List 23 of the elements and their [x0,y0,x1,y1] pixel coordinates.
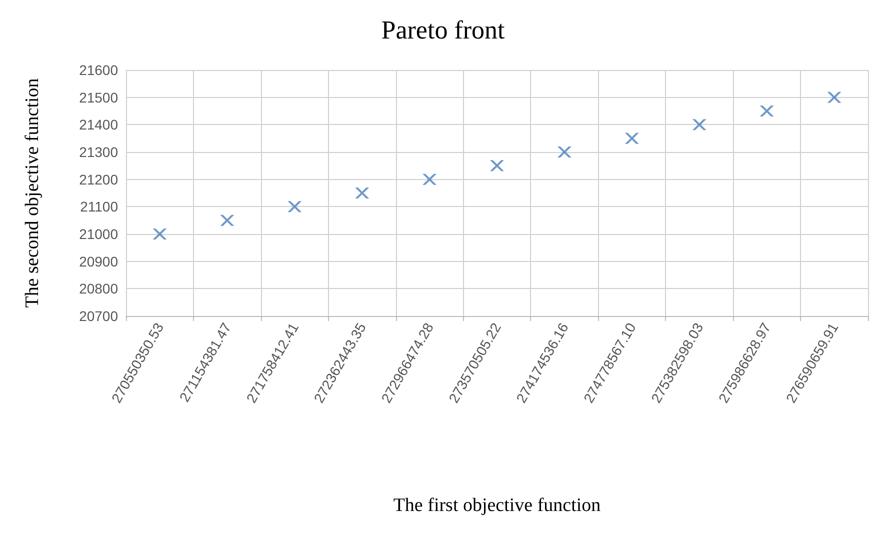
point [152,228,167,240]
point [827,92,842,103]
y-tick-label: 21100 [80,198,118,215]
point [355,188,370,198]
point [490,160,504,172]
point [220,214,234,226]
point [422,174,437,185]
y-tick-label: 21500 [79,89,118,106]
y-tick-label: 20700 [79,308,118,324]
y-tick-label: 21200 [79,171,118,188]
y-tick-label: 21300 [79,144,118,160]
x-axis-title: The first objective function [393,495,602,516]
y-tick-label: 20800 [79,280,118,297]
y-axis-title: The second objective function [22,78,43,308]
point [288,201,302,212]
point [760,106,774,116]
point [692,119,706,130]
y-tick-label: 20900 [79,253,118,270]
y-tick-label: 21600 [79,62,118,78]
y-tick-label: 21400 [79,116,118,133]
chart-title: Pareto front [381,16,506,44]
y-tick-label: 21000 [79,226,118,242]
point [624,132,639,144]
